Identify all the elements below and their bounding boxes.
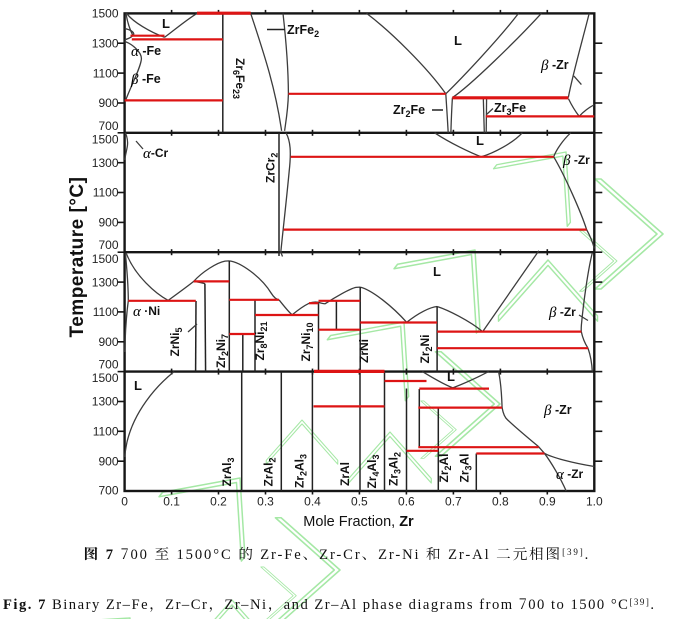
svg-text:Fig. 7 Binary Zr–Fe，Zr–Cr，Zr–N: Fig. 7 Binary Zr–Fe，Zr–Cr，Zr–Ni，and Zr–A…	[3, 593, 656, 614]
svg-text:Zr4Al3: Zr4Al3	[365, 454, 381, 488]
svg-text:L: L	[134, 378, 142, 393]
svg-text:0.4: 0.4	[304, 495, 321, 509]
svg-text:Zr2Ni: Zr2Ni	[418, 334, 434, 363]
svg-text:Zr8Ni21: Zr8Ni21	[253, 321, 269, 360]
svg-text:1500: 1500	[92, 7, 119, 21]
svg-text:700: 700	[98, 358, 118, 372]
svg-text:β -Zr: β -Zr	[543, 403, 572, 419]
svg-text:0.5: 0.5	[351, 495, 368, 509]
svg-text:L: L	[433, 264, 441, 279]
svg-text:700: 700	[98, 119, 118, 133]
svg-text:0.9: 0.9	[539, 495, 556, 509]
svg-text:Zr2Al: Zr2Al	[437, 453, 453, 482]
svg-text:ZrCr2: ZrCr2	[264, 153, 280, 183]
svg-text:1300: 1300	[92, 156, 119, 170]
svg-text:ZrNi: ZrNi	[357, 339, 371, 363]
svg-text:L: L	[476, 133, 484, 148]
svg-text:900: 900	[98, 96, 118, 110]
svg-text:ZrAl3: ZrAl3	[220, 457, 236, 486]
svg-text:ZrFe2: ZrFe2	[287, 23, 319, 39]
svg-text:ZrAl2: ZrAl2	[262, 457, 278, 486]
svg-text:Mole Fraction, Zr: Mole Fraction, Zr	[303, 514, 414, 530]
svg-text:900: 900	[98, 216, 118, 230]
svg-text:L: L	[162, 16, 170, 31]
svg-text:700: 700	[98, 238, 118, 252]
svg-text:Zr2Ni7: Zr2Ni7	[214, 334, 230, 368]
svg-text:L: L	[447, 369, 455, 384]
svg-text:0.3: 0.3	[257, 495, 274, 509]
svg-text:1500: 1500	[92, 371, 119, 385]
svg-text:1100: 1100	[93, 425, 119, 439]
svg-text:1300: 1300	[92, 395, 119, 409]
svg-text:700: 700	[98, 484, 118, 498]
svg-text:1500: 1500	[92, 132, 119, 146]
svg-text:Zr3Fe: Zr3Fe	[494, 101, 526, 117]
svg-text:Zr2Al3: Zr2Al3	[293, 454, 309, 488]
svg-text:Zr2Fe: Zr2Fe	[393, 103, 425, 119]
svg-text:α ·Ni: α ·Ni	[133, 304, 160, 320]
svg-text:900: 900	[98, 454, 118, 468]
svg-text:0.2: 0.2	[210, 495, 227, 509]
svg-text:Zr6Fe23: Zr6Fe23	[231, 58, 247, 99]
svg-text:α -Fe: α -Fe	[131, 44, 161, 60]
svg-text:图 7 700 至 1500°C 的 Zr-Fe、Zr-Cr: 图 7 700 至 1500°C 的 Zr-Fe、Zr-Cr、Zr-Ni 和 Z…	[84, 543, 590, 564]
svg-text:β -Fe: β -Fe	[130, 72, 161, 88]
svg-text:Temperature [°C]: Temperature [°C]	[67, 177, 88, 338]
svg-text:0.8: 0.8	[492, 495, 509, 509]
svg-text:1500: 1500	[92, 252, 119, 266]
svg-text:1300: 1300	[92, 37, 119, 51]
svg-text:ZrAl: ZrAl	[338, 462, 352, 486]
svg-text:0.7: 0.7	[445, 495, 462, 509]
svg-text:1100: 1100	[93, 305, 119, 319]
svg-text:1100: 1100	[93, 66, 119, 80]
svg-text:0.6: 0.6	[398, 495, 415, 509]
svg-text:0: 0	[121, 495, 128, 509]
svg-text:β -Zr: β -Zr	[540, 58, 569, 74]
svg-text:1300: 1300	[92, 275, 119, 289]
svg-text:0.1: 0.1	[163, 495, 180, 509]
svg-text:Zr3Al: Zr3Al	[458, 453, 474, 482]
svg-text:1100: 1100	[93, 186, 119, 200]
svg-text:β -Zr: β -Zr	[562, 153, 590, 169]
svg-text:β -Zr: β -Zr	[548, 305, 576, 321]
svg-text:α -Zr: α -Zr	[556, 467, 584, 483]
svg-text:900: 900	[98, 335, 118, 349]
svg-text:ZrNi5: ZrNi5	[168, 327, 184, 356]
svg-text:Zr3Al2: Zr3Al2	[387, 452, 403, 486]
svg-text:L: L	[454, 33, 462, 48]
svg-text:α-Cr: α-Cr	[143, 146, 169, 162]
svg-text:1.0: 1.0	[586, 495, 603, 509]
